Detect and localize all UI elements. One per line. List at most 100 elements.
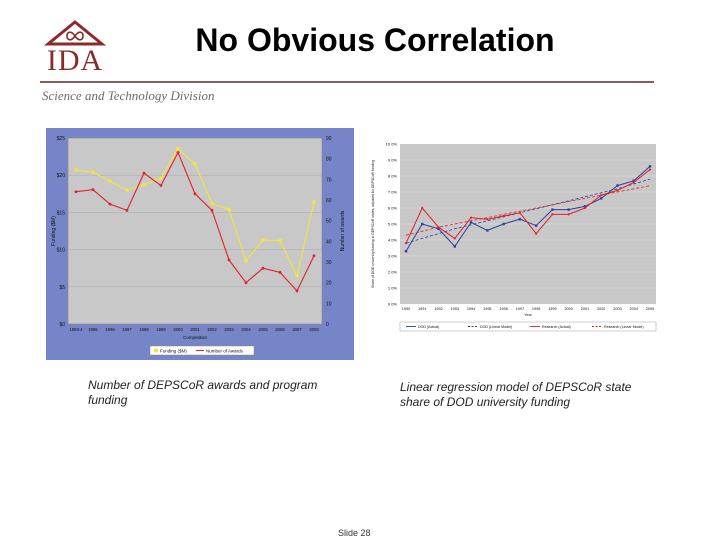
chart2-ytick-label: 1.0% xyxy=(388,286,398,291)
chart1-plot-area xyxy=(67,137,323,325)
chart1-point xyxy=(244,259,248,263)
chart1-xtick-label: 2005 xyxy=(258,327,268,332)
chart2-point xyxy=(600,197,603,200)
chart2-point xyxy=(600,194,603,197)
chart1-y2tick-label: 50 xyxy=(326,219,332,225)
chart1-point xyxy=(142,171,146,175)
chart2-point xyxy=(469,216,473,219)
chart2-ytick-label: 3.0% xyxy=(388,254,398,259)
chart2-ytick-label: 6.0% xyxy=(388,206,398,211)
chart2-point xyxy=(453,237,456,240)
chart1-xtick-label: 1993-4 xyxy=(69,327,83,332)
chart1-point xyxy=(159,184,163,187)
infinity-icon xyxy=(66,31,84,41)
chart2-point xyxy=(404,250,408,253)
chart1-y2tick-label: 60 xyxy=(326,198,332,204)
chart1-point xyxy=(261,238,265,242)
chart1-xlabel: Competition xyxy=(183,335,208,340)
chart1-point xyxy=(91,170,95,174)
chart1-point xyxy=(142,183,146,187)
chart1-xtick-label: 2007 xyxy=(292,327,302,332)
chart2-point xyxy=(632,179,635,182)
chart2-point xyxy=(583,205,587,208)
chart2-point xyxy=(518,211,521,214)
chart1-legend-label: Funding ($M) xyxy=(160,349,187,354)
chart1-legend: Funding ($M) Number of Awards xyxy=(149,345,255,356)
chart2-xtick-label: 2002 xyxy=(597,307,605,311)
caption-left: Number of DEPSCoR awards and program fun… xyxy=(88,378,318,407)
chart1-point xyxy=(91,188,95,192)
chart1-y2label: Number of awards xyxy=(340,210,346,251)
chart2-point xyxy=(567,213,570,216)
chart1-point xyxy=(176,146,180,151)
chart1-y2tick-label: 30 xyxy=(326,260,332,266)
chart1-y2tick-label: 20 xyxy=(326,281,332,287)
chart1-point xyxy=(125,188,129,192)
chart1-ytick-label: $5 xyxy=(59,285,65,291)
chart1-xtick-label: 1998 xyxy=(139,327,149,332)
chart1-point xyxy=(261,266,265,270)
chart1-point xyxy=(227,258,231,262)
chart1-point xyxy=(227,207,231,212)
chart1-y2tick-label: 0 xyxy=(326,322,329,328)
chart2-xtick-label: 1992 xyxy=(434,307,442,311)
chart1-xtick-label: 1997 xyxy=(122,327,132,332)
chart1-xtick-label: 2003 xyxy=(224,327,234,332)
chart1-ytick-label: $10 xyxy=(57,248,66,254)
chart2-ytick-label: 5.0% xyxy=(388,222,398,227)
awards-funding-chart: $0 $5 $10 $15 $20 $25 0 10 20 30 40 50 60 70 80 90 1993-… xyxy=(46,128,354,360)
regression-chart: 0.0% 1.0% 2.0% 3.0% 4.0% 5.0% 6.0% 7.0% 8.0% 9.0%… xyxy=(371,142,657,332)
chart2-ytick-label: 2.0% xyxy=(388,270,398,275)
chart1-y2tick-label: 80 xyxy=(326,157,332,163)
chart1-point xyxy=(193,192,197,196)
chart2-legend-label: DOD (Actual) xyxy=(418,325,439,329)
chart2-ytick-label: 4.0% xyxy=(388,238,398,243)
chart1-ylabel: Funding ($M) xyxy=(51,216,57,246)
chart2-point xyxy=(616,184,619,187)
chart2-point xyxy=(437,226,440,229)
chart1-point xyxy=(125,208,129,212)
chart1-ytick-label: $0 xyxy=(59,322,65,328)
chart2-point xyxy=(502,222,505,226)
chart2-legend-label: DOD (Linear Model) xyxy=(480,325,512,329)
chart2-point xyxy=(567,208,570,211)
chart2-point xyxy=(632,181,635,184)
header-divider xyxy=(40,81,654,83)
caption-right: Linear regression model of DEPSCoR state… xyxy=(400,380,632,409)
chart2-point xyxy=(437,227,440,230)
chart2-point xyxy=(502,214,505,218)
division-name: Science and Technology Division xyxy=(42,88,215,103)
chart2-point xyxy=(453,245,456,248)
chart2-point xyxy=(421,206,424,210)
chart2-xtick-label: 1996 xyxy=(499,307,507,311)
chart2-point xyxy=(648,168,652,171)
chart2-ytick-label: 9.0% xyxy=(388,158,398,163)
chart2-point xyxy=(421,222,424,226)
chart2-point xyxy=(518,218,522,221)
chart1-point xyxy=(108,179,112,183)
chart2-xtick-label: 1994 xyxy=(467,307,475,311)
chart1-xtick-label: 2008 xyxy=(309,327,319,332)
chart2-point xyxy=(616,189,619,192)
chart2-legend-box xyxy=(399,321,657,332)
chart2-point xyxy=(583,206,587,210)
chart1-point xyxy=(108,202,112,206)
chart1-point xyxy=(193,162,197,166)
chart1-xtick-label: 1999 xyxy=(156,327,166,332)
logo-text: IDA xyxy=(46,44,104,77)
chart2-series-line xyxy=(405,169,651,244)
chart2-point xyxy=(535,232,538,235)
chart1-xtick-label: 2004 xyxy=(241,327,251,332)
chart2-point xyxy=(551,213,554,216)
chart2-point xyxy=(648,165,652,168)
chart2-xtick-label: 2003 xyxy=(613,307,621,311)
chart2-point xyxy=(534,224,538,227)
chart2-xtick-label: 2005 xyxy=(646,307,654,311)
chart2-series-line xyxy=(405,185,651,236)
chart2-point xyxy=(486,229,489,232)
chart1-xtick-label: 2001 xyxy=(190,327,200,332)
chart1-legend-label: Number of Awards xyxy=(206,349,244,354)
chart1-point xyxy=(312,200,316,204)
chart2-legend: DOD (Actual) DOD (Linear Model) Research (… xyxy=(399,321,657,332)
chart2-xtick-label: 2000 xyxy=(564,307,572,311)
